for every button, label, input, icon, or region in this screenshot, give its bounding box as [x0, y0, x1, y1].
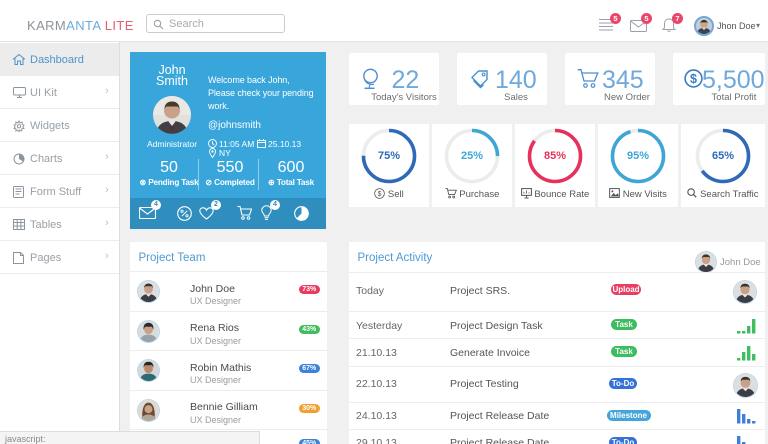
svg-text:$: $ — [378, 191, 382, 198]
svg-text:$: $ — [690, 72, 697, 86]
